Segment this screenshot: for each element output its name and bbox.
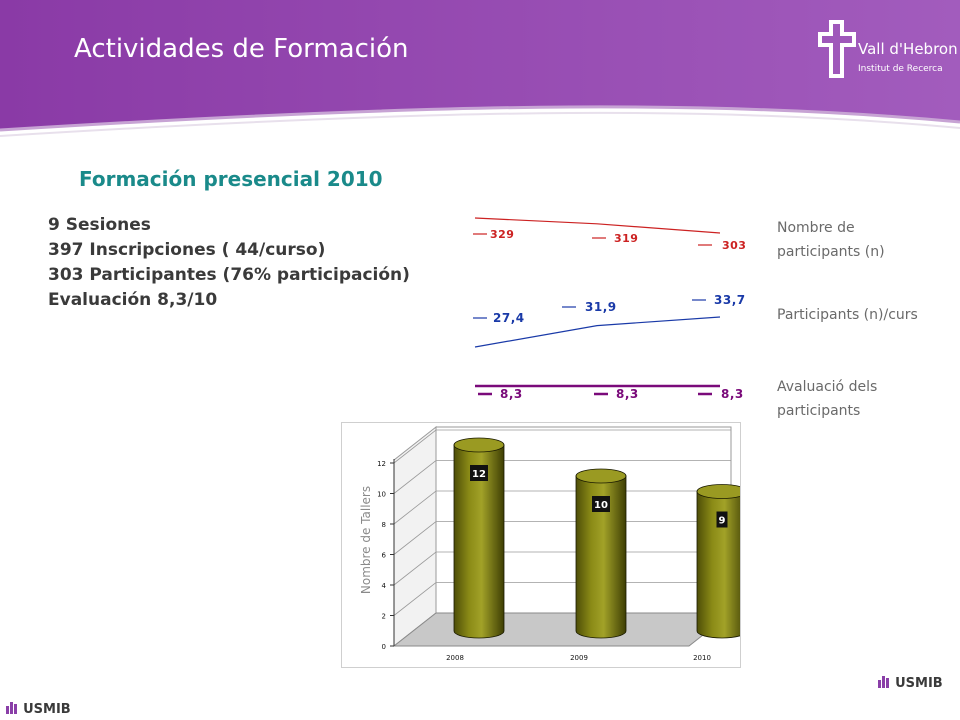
x-tick-label: 2008 (446, 654, 464, 662)
y-tick-label: 6 (382, 552, 387, 560)
usmib-text-right: USMIB (895, 676, 943, 691)
logo-name: Vall d'Hebron (858, 40, 958, 58)
stat-participants: 303 Participantes (76% participación) (48, 265, 410, 285)
data-label: 303 (722, 239, 746, 252)
data-label: 31,9 (585, 300, 617, 314)
bar-value-label: 10 (594, 500, 608, 511)
stat-registrations: 397 Inscripciones ( 44/curso) (48, 240, 326, 260)
bar-value-label: 9 (719, 516, 726, 527)
bar-value-label: 12 (472, 469, 486, 480)
bar-chart: 0 2 4 6 8 10 12 Nombre de Tallers 12 10 9 2008 2009 2… (359, 425, 740, 662)
usmib-bars-icon (878, 676, 889, 688)
y-tick-label: 4 (382, 582, 387, 590)
legend-evaluation: Avaluació dels participants (777, 379, 878, 419)
usmib-logo-right: USMIB (878, 672, 943, 691)
data-label: 33,7 (714, 293, 746, 307)
gridline (393, 490, 731, 525)
y-tick-label: 10 (377, 491, 386, 499)
legend-per-course: Participants (n)/curs (777, 307, 918, 323)
usmib-logo-left: USMIB (6, 698, 71, 717)
y-tick-label: 0 (382, 643, 386, 651)
stat-sessions: 9 Sesiones (48, 215, 151, 235)
usmib-text-left: USMIB (23, 702, 71, 717)
data-label: 8,3 (721, 387, 744, 401)
data-label: 319 (614, 232, 638, 245)
stats-list: 9 Sesiones 397 Inscripciones ( 44/curso)… (48, 213, 410, 313)
gridline (393, 460, 731, 494)
bar-chart-panel: 0 2 4 6 8 10 12 Nombre de Tallers 12 10 9 2008 2009 2… (341, 422, 741, 668)
bar-value-box (470, 465, 488, 481)
bar-2008 (453, 444, 505, 639)
trend-chart: 329 319 303 27,4 31,9 33,7 8,3 8,3 8,3 (473, 217, 746, 401)
gridline (393, 551, 731, 586)
legend-participants: Nombre de participants (n) (777, 220, 885, 260)
plot-side-wall (393, 425, 437, 648)
bar-top-2008 (453, 437, 505, 453)
data-label: 329 (490, 228, 514, 241)
data-label: 8,3 (500, 387, 523, 401)
bar-top-2009 (575, 468, 627, 484)
x-tick-label: 2009 (570, 654, 588, 662)
stat-evaluation: Evaluación 8,3/10 (48, 290, 218, 310)
bar-top-2010 (696, 484, 740, 499)
plot-floor (392, 612, 733, 647)
gridline (393, 521, 731, 555)
line-series-1 (474, 217, 721, 234)
section-subtitle: Formación presencial 2010 (79, 167, 383, 191)
gridline (393, 429, 731, 464)
cross-logo-icon (818, 20, 856, 78)
bar-value-box (716, 511, 728, 528)
y-tick-label: 12 (377, 460, 386, 468)
data-label: 8,3 (616, 387, 639, 401)
bar-2010 (696, 491, 740, 639)
x-tick-label: 2010 (693, 654, 711, 662)
gridline (393, 582, 731, 616)
usmib-bars-icon (6, 702, 17, 714)
y-tick-label: 8 (382, 521, 386, 529)
line-series-2 (474, 316, 721, 348)
bar-value-box (592, 496, 610, 512)
logo: Vall d'Hebron Institut de Recerca (818, 18, 958, 88)
page-title: Actividades de Formación (74, 34, 409, 64)
header-band (0, 0, 960, 137)
y-tick-label: 2 (382, 613, 386, 621)
bar-2009 (575, 475, 627, 639)
logo-subtitle: Institut de Recerca (858, 64, 943, 74)
y-axis-title: Nombre de Tallers (359, 486, 373, 594)
data-label: 27,4 (493, 311, 525, 325)
